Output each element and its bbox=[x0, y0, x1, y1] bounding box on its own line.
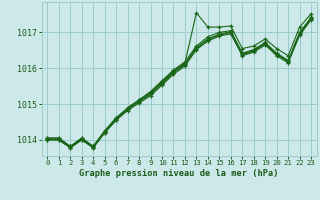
X-axis label: Graphe pression niveau de la mer (hPa): Graphe pression niveau de la mer (hPa) bbox=[79, 169, 279, 178]
